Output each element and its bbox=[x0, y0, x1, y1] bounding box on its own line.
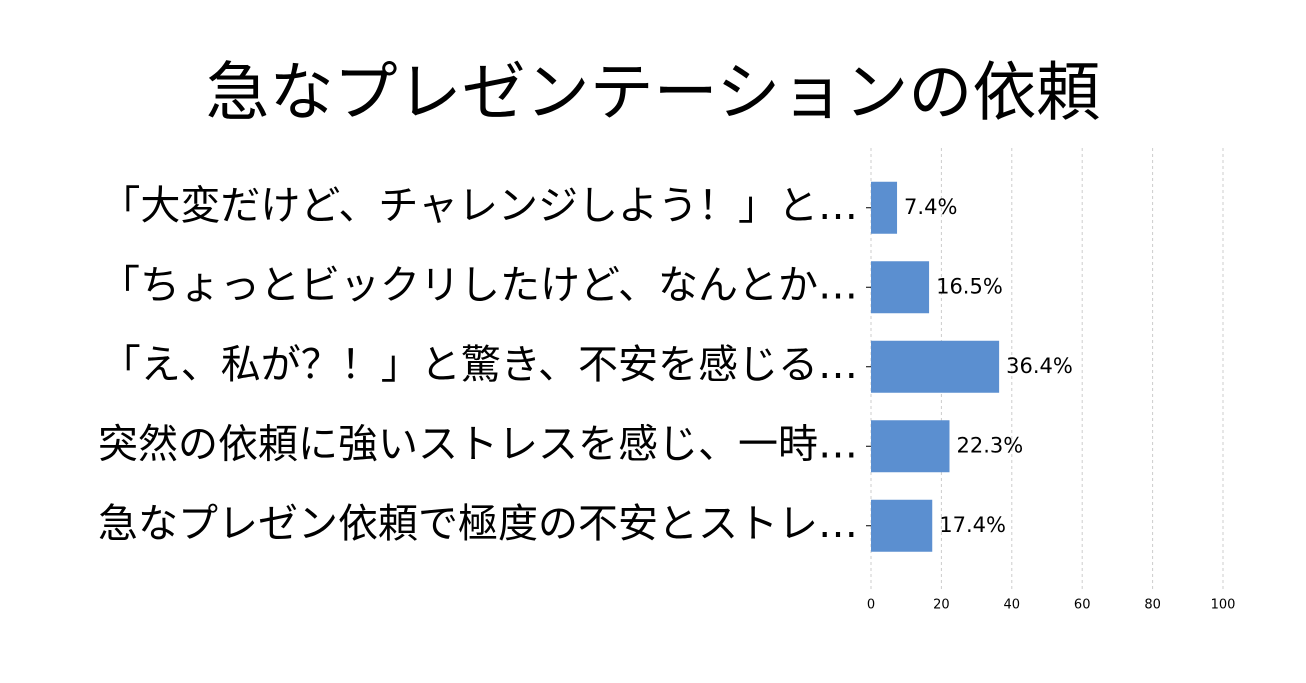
y-tick-label: 「大変だけど、チャレンジしよう！」と… bbox=[100, 183, 858, 229]
bar bbox=[871, 261, 930, 314]
bar bbox=[871, 340, 1000, 393]
y-tick-label: 「え、私が？！」と驚き、不安を感じる… bbox=[101, 342, 858, 388]
y-tick-label: 「ちょっとビックリしたけど、なんとか… bbox=[100, 262, 858, 308]
value-label: 36.4% bbox=[1006, 354, 1073, 378]
value-label: 16.5% bbox=[936, 274, 1003, 298]
x-tick-label: 80 bbox=[1144, 598, 1161, 613]
x-tick-label: 20 bbox=[933, 598, 950, 613]
x-tick-label: 0 bbox=[867, 598, 875, 613]
value-label: 22.3% bbox=[956, 433, 1023, 457]
bar bbox=[871, 499, 933, 552]
x-tick-label: 40 bbox=[1004, 598, 1021, 613]
y-tick-label: 突然の依頼に強いストレスを感じ、一時… bbox=[98, 421, 858, 467]
x-tick-label: 100 bbox=[1211, 598, 1236, 613]
bar bbox=[871, 181, 898, 234]
chart-title: 急なプレゼンテーションの依頼 bbox=[206, 57, 1101, 131]
y-tick-label: 急なプレゼン依頼で極度の不安とストレ… bbox=[98, 501, 858, 547]
value-label: 17.4% bbox=[939, 513, 1006, 537]
value-label: 7.4% bbox=[904, 195, 957, 219]
x-tick-label: 60 bbox=[1074, 598, 1091, 613]
bar bbox=[871, 420, 950, 473]
